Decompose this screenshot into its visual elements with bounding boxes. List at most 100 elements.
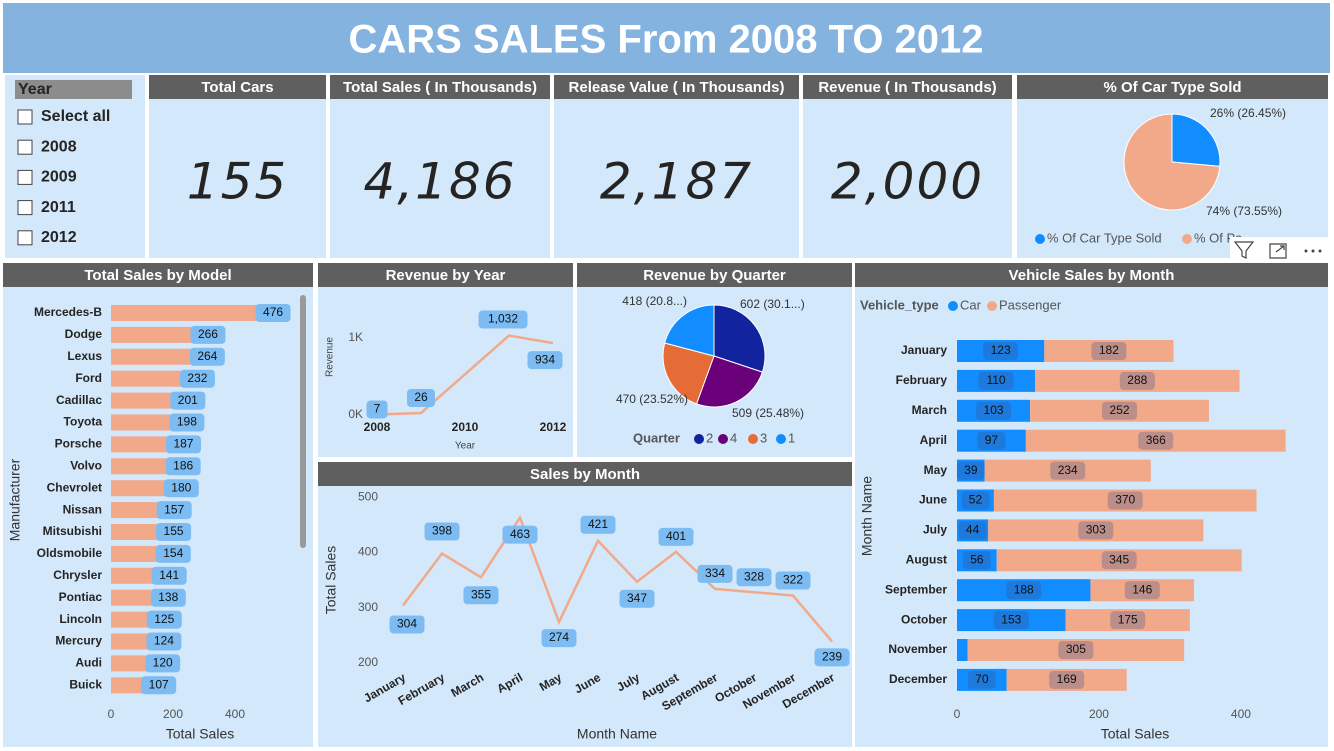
data-label: 355	[471, 587, 491, 601]
bar-segment	[967, 639, 1185, 661]
data-label: 7	[374, 402, 381, 416]
kpi-value: 2,187	[600, 153, 753, 211]
data-label-box	[156, 523, 192, 541]
slicer-panel	[5, 75, 145, 258]
checkbox[interactable]	[17, 200, 33, 216]
legend-label: % Of Car Type Sold	[1047, 230, 1162, 245]
slicer-option[interactable]: 2011	[41, 199, 76, 216]
y-tick-label: Oldsmobile	[37, 546, 103, 560]
kpi-value: 155	[187, 153, 288, 211]
data-label: 138	[158, 590, 178, 604]
data-label-box	[163, 479, 199, 498]
data-label: 180	[171, 480, 191, 494]
pie-slice	[664, 304, 715, 357]
data-label: 44	[966, 523, 980, 537]
y-tick-label: 400	[358, 545, 378, 559]
data-label-box	[697, 564, 733, 583]
focus-icon[interactable]	[1269, 243, 1287, 259]
legend-label: Passenger	[999, 297, 1062, 312]
data-label-box	[179, 369, 215, 388]
pie-slice	[713, 304, 766, 373]
panel-header	[577, 263, 852, 287]
pie-label: 509 (25.48%)	[732, 406, 804, 420]
checkbox[interactable]	[17, 230, 33, 246]
data-label: 124	[154, 634, 174, 648]
y-axis-title: Month Name	[859, 476, 875, 556]
data-label: 264	[197, 349, 217, 363]
x-tick-label: 200	[163, 707, 183, 721]
checkbox[interactable]	[17, 109, 33, 125]
y-tick-label: Buick	[69, 677, 102, 691]
data-label-box	[977, 431, 1006, 450]
data-label: 239	[822, 650, 842, 664]
data-label-box	[527, 351, 563, 370]
line	[376, 334, 554, 416]
slicer-option[interactable]: Select all	[41, 108, 110, 125]
filter-icon[interactable]	[1233, 241, 1255, 259]
legend-label: Car	[960, 297, 982, 312]
bar	[111, 414, 173, 431]
bar	[111, 655, 149, 672]
data-label: 169	[1057, 672, 1077, 686]
bar-segment	[996, 549, 1242, 572]
data-label-box	[463, 586, 499, 605]
data-label-box	[1049, 670, 1085, 689]
data-label: 182	[1099, 343, 1119, 357]
more-dot[interactable]	[1311, 249, 1315, 253]
data-label-box	[155, 544, 191, 563]
pie-label: 418 (20.8...)	[622, 294, 687, 308]
slicer-option[interactable]: 2008	[41, 138, 77, 155]
bar-segment	[957, 668, 1007, 691]
panel	[803, 75, 1012, 258]
bar-segment	[1065, 609, 1190, 632]
data-label-box	[1107, 491, 1143, 510]
data-label: 288	[1127, 373, 1147, 387]
bar	[111, 611, 150, 628]
panel-header	[1017, 75, 1328, 99]
data-label: 107	[149, 677, 169, 691]
data-label: 175	[1118, 612, 1138, 626]
bar-segment	[957, 489, 994, 512]
data-label-box	[1078, 521, 1114, 540]
data-label-box	[169, 413, 205, 432]
data-label-box	[1119, 371, 1155, 390]
y-tick-label: Chrysler	[53, 568, 102, 582]
data-label-box	[993, 611, 1029, 630]
more-dot[interactable]	[1318, 249, 1322, 253]
scrollbar	[300, 295, 306, 548]
slicer-option[interactable]: 2012	[41, 229, 77, 246]
pie-label: 26% (26.45%)	[1210, 106, 1286, 120]
y-tick-label: Nissan	[63, 502, 102, 516]
bar-segment	[1044, 340, 1174, 362]
y-tick-label: Lexus	[67, 349, 102, 363]
panel-title: Revenue by Year	[386, 267, 506, 284]
pie-slice	[695, 355, 764, 408]
data-label-box	[255, 304, 291, 322]
data-label: 123	[991, 343, 1011, 357]
data-label-box	[1102, 401, 1138, 420]
data-label: 266	[198, 327, 218, 341]
data-label-box	[366, 400, 388, 419]
slicer-option[interactable]: 2009	[41, 169, 77, 186]
data-label: 153	[1001, 612, 1021, 626]
panel-header	[318, 462, 852, 486]
data-label: 186	[173, 458, 193, 472]
bar-segment	[957, 579, 1091, 602]
data-label: 345	[1109, 552, 1129, 566]
data-label: 401	[666, 529, 686, 543]
data-label: 322	[783, 573, 803, 587]
data-label-box	[976, 401, 1012, 420]
y-tick-label: Chevrolet	[47, 480, 102, 494]
bar	[111, 589, 154, 606]
checkbox[interactable]	[17, 139, 33, 155]
more-dot[interactable]	[1304, 249, 1308, 253]
panel-header	[149, 75, 326, 99]
bar	[111, 677, 145, 694]
data-label: 188	[1014, 582, 1034, 596]
data-label: 56	[970, 552, 984, 566]
data-label: 125	[154, 612, 174, 626]
panel-title: Vehicle Sales by Month	[1009, 267, 1175, 284]
bar	[111, 633, 150, 650]
data-label-box	[165, 457, 201, 476]
checkbox[interactable]	[17, 169, 33, 185]
